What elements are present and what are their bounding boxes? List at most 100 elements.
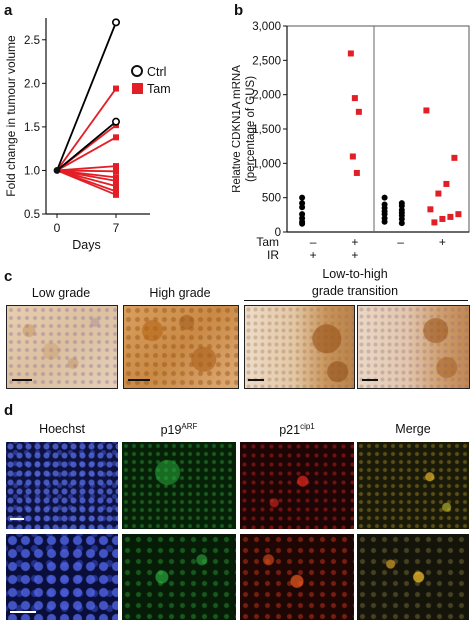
ir-condition-label: + xyxy=(310,248,317,262)
scale-bar xyxy=(362,379,378,381)
label-p19arf: p19ARF xyxy=(122,422,236,437)
series-line xyxy=(56,169,117,196)
scale-bar xyxy=(248,379,264,381)
tam-data-point xyxy=(427,206,434,213)
scale-bar xyxy=(128,379,150,381)
panel-c-letter: c xyxy=(4,268,13,285)
fluor-p21cip1-row2 xyxy=(240,534,354,620)
label-transition-line1: Low-to-high xyxy=(322,267,388,281)
y-tick-label: 1,500 xyxy=(252,124,281,136)
label-p19-base: p19 xyxy=(160,423,182,438)
transition-bracket xyxy=(244,300,468,301)
legend-tam-marker xyxy=(132,83,143,94)
y-tick-label: 1.5 xyxy=(24,122,40,134)
ctrl-data-point xyxy=(381,218,388,225)
scale-bar xyxy=(10,518,24,520)
series-line xyxy=(56,136,117,172)
y-tick-label: 1.0 xyxy=(24,165,40,177)
panel-d-letter: d xyxy=(4,402,14,419)
tam-data-point xyxy=(355,108,362,115)
x-tick-label: 0 xyxy=(54,221,61,235)
series-line xyxy=(56,120,117,172)
ihc-high-grade-image xyxy=(123,305,239,389)
fluor-p19arf-row1 xyxy=(122,442,236,529)
fluor-p19arf-row2 xyxy=(122,534,236,620)
label-hoechst: Hoechst xyxy=(39,422,85,436)
label-high-grade: High grade xyxy=(149,286,211,300)
ctrl-point xyxy=(112,18,121,27)
tam-data-point xyxy=(443,180,450,187)
ctrl-data-point xyxy=(381,194,388,201)
series-line xyxy=(56,22,117,171)
legend-ctrl-label: Ctrl xyxy=(147,65,166,79)
ctrl-data-point xyxy=(398,202,405,209)
tam-condition-label: – xyxy=(310,235,317,249)
fluor-merge-row1 xyxy=(357,442,469,529)
y-tick-label: 2.0 xyxy=(24,78,40,90)
tam-data-point xyxy=(353,169,360,176)
series-line xyxy=(56,169,117,173)
label-p21cip1: p21cip1 xyxy=(240,422,354,437)
ctrl-data-point xyxy=(299,204,306,211)
tam-point xyxy=(113,85,119,92)
tam-data-point xyxy=(423,107,430,114)
label-merge: Merge xyxy=(395,422,431,436)
ctrl-data-point xyxy=(299,200,306,207)
tam-point xyxy=(113,168,119,175)
legend-tam-label: Tam xyxy=(147,82,171,96)
y-axis-label: Fold change in tumour volume xyxy=(4,35,18,197)
tam-point xyxy=(113,174,119,181)
tam-data-point xyxy=(435,190,442,197)
tam-point xyxy=(113,177,119,184)
row-label-ir: IR xyxy=(267,248,279,262)
tam-point xyxy=(113,134,119,141)
fluor-merge-row2 xyxy=(357,534,469,620)
fluor-p21cip1-row1 xyxy=(240,442,354,529)
tam-data-point xyxy=(351,95,358,102)
tam-data-point xyxy=(439,215,446,222)
y-tick-label: 3,000 xyxy=(252,21,281,33)
tam-condition-label: + xyxy=(351,235,358,249)
ctrl-data-point xyxy=(299,220,306,227)
ctrl-point xyxy=(112,117,121,126)
y-tick-label: 500 xyxy=(262,193,281,205)
y-axis-label-line1: Relative CDKN1A mRNA xyxy=(232,65,243,193)
tam-data-point xyxy=(447,213,454,220)
tam-data-point xyxy=(455,211,462,218)
legend-ctrl-marker xyxy=(131,65,143,77)
label-p21-base: p21 xyxy=(279,423,301,438)
series-line xyxy=(56,88,117,171)
scale-bar xyxy=(12,379,32,381)
y-tick-label: 2.5 xyxy=(24,35,40,47)
fluor-hoechst-row2 xyxy=(6,534,118,620)
ihc-transition-image-right xyxy=(357,305,470,389)
scale-bar xyxy=(10,611,36,613)
ir-condition-label: + xyxy=(351,248,358,262)
origin-point xyxy=(53,167,61,174)
ctrl-data-point xyxy=(398,220,405,227)
row-label-tam: Tam xyxy=(256,235,279,249)
label-p19-sup: ARF xyxy=(181,422,198,431)
tam-data-point xyxy=(451,154,458,161)
plot-frame xyxy=(286,25,470,233)
panel-b-letter: b xyxy=(234,2,244,19)
fluor-hoechst-row1 xyxy=(6,442,118,529)
ctrl-data-point xyxy=(381,211,388,218)
y-tick-label: 1,000 xyxy=(252,158,281,170)
tam-data-point xyxy=(431,219,438,226)
y-tick-label: 0.5 xyxy=(24,209,40,221)
ctrl-data-point xyxy=(398,215,405,222)
tam-point xyxy=(113,163,119,170)
tam-condition-label: – xyxy=(397,235,404,249)
tam-point xyxy=(113,188,119,195)
y-tick-label: 0 xyxy=(275,227,281,239)
y-tick-label: 2,000 xyxy=(252,90,281,102)
panel-a-chart: 0.5 1.0 1.5 2.0 2.5 0 7 Days Fold change in tumo… xyxy=(4,18,171,252)
y-tick-label: 2,500 xyxy=(252,55,281,67)
tam-condition-label: + xyxy=(439,235,446,249)
panel-a-letter: a xyxy=(4,2,13,19)
ihc-transition-image-left xyxy=(244,305,355,389)
tam-point xyxy=(113,191,119,198)
label-transition-line2: grade transition xyxy=(311,284,399,298)
